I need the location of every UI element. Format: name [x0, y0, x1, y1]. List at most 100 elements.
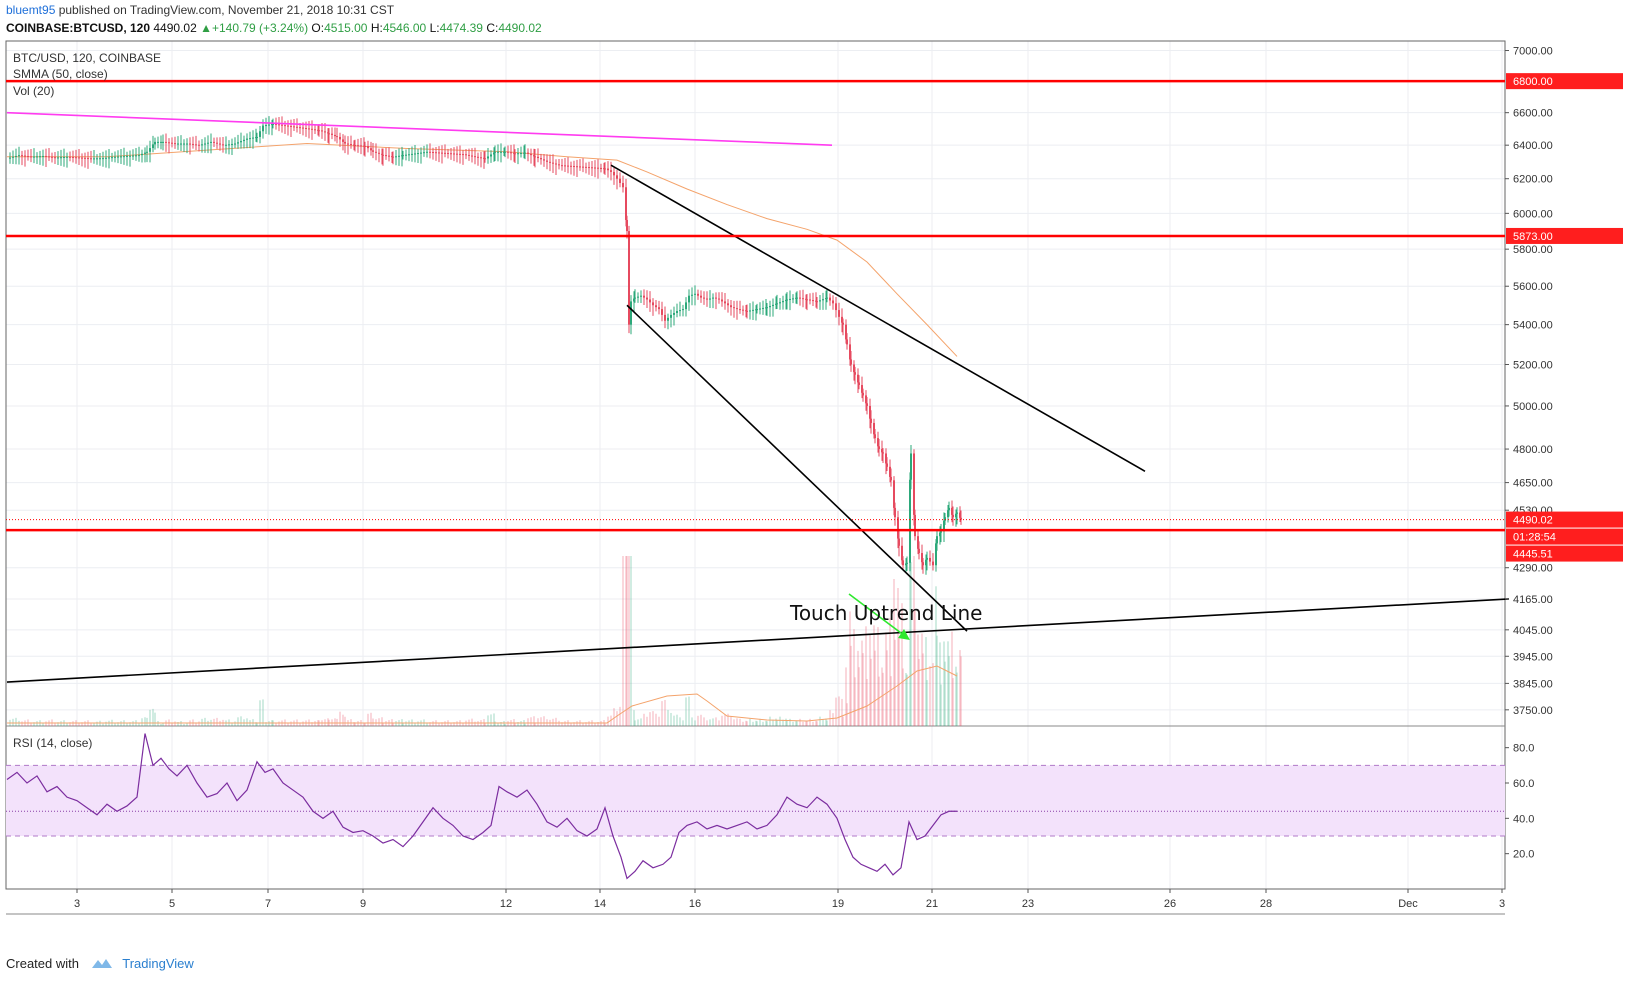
candle-body — [311, 128, 313, 130]
volume-bar — [715, 717, 717, 726]
symbol-ohlc-bar: COINBASE:BTCUSD, 120 4490.02 ▲+140.79 (+… — [6, 21, 542, 37]
volume-bar — [854, 677, 856, 726]
candle-body — [846, 339, 848, 345]
candle-body — [520, 152, 522, 154]
low-value: 4474.39 — [439, 21, 483, 35]
volume-bar — [96, 721, 98, 726]
volume-bar — [493, 713, 495, 726]
candle-body — [952, 514, 954, 518]
candle-body — [727, 303, 729, 306]
candle-body — [213, 141, 215, 143]
volume-bar — [842, 716, 844, 726]
candle-body — [378, 152, 380, 154]
candle-body — [749, 310, 751, 312]
volume-bar — [240, 716, 242, 726]
open-label: O: — [311, 21, 325, 35]
candle-body — [117, 156, 119, 158]
candle-body — [483, 157, 485, 159]
candle-body — [897, 517, 899, 539]
volume-bar — [66, 723, 68, 726]
time-tick-label: 23 — [1022, 898, 1034, 910]
candle-body — [527, 152, 529, 154]
open-value: 4515.00 — [324, 21, 368, 35]
annotation-label: Touch Uptrend Line — [789, 601, 982, 625]
volume-bar — [721, 715, 723, 726]
candle-body — [762, 307, 764, 309]
volume-bar — [909, 556, 911, 726]
candle-body — [234, 143, 236, 145]
trendline-channel-upper — [610, 164, 1146, 472]
candle-body — [51, 156, 53, 158]
candle-body — [222, 144, 224, 146]
candle-body — [195, 144, 197, 146]
volume-bar — [925, 637, 927, 726]
rsi-tick-label: 80.0 — [1513, 743, 1534, 755]
volume-bar — [841, 698, 843, 726]
chart-panes — [5, 40, 1506, 915]
trendline-magenta-resistance — [6, 111, 833, 146]
volume-bar — [573, 722, 575, 726]
candle-body — [398, 155, 400, 157]
price-tag-label: 4490.02 — [1513, 515, 1553, 527]
volume-bar — [195, 722, 197, 726]
volume-bar — [117, 722, 119, 726]
candle-body — [865, 395, 867, 404]
candle-body — [854, 372, 856, 375]
candle-body — [423, 152, 425, 154]
candle-body — [649, 299, 651, 303]
candle-body — [477, 156, 479, 158]
volume-bar — [815, 720, 817, 726]
candle-body — [873, 422, 875, 435]
volume-bar — [534, 722, 536, 726]
volume-bar — [877, 627, 879, 726]
volume-bar — [894, 639, 896, 726]
time-tick-label: 5 — [169, 898, 175, 910]
candle-body — [570, 165, 572, 167]
volume-bar — [363, 723, 365, 726]
volume-bar — [932, 663, 934, 726]
candle-body — [655, 305, 657, 308]
candle-body — [816, 301, 818, 303]
candle-body — [524, 152, 526, 154]
candle-body — [835, 303, 837, 311]
volume-bar — [564, 721, 566, 726]
candle-body — [494, 151, 496, 153]
volume-bar — [782, 719, 784, 726]
candle-body — [459, 153, 461, 155]
candle-body — [619, 178, 621, 183]
volume-bar — [664, 699, 666, 726]
symbol-name: COINBASE:BTCUSD, 120 — [6, 21, 151, 35]
price-tag-label: 5873.00 — [1513, 231, 1553, 243]
candle-body — [534, 156, 536, 158]
volume-bar — [146, 717, 148, 726]
candle-body — [395, 156, 397, 158]
candle-body — [69, 156, 71, 158]
volume-bar — [429, 722, 431, 726]
candle-body — [951, 507, 953, 515]
tradingview-link[interactable]: TradingView — [122, 956, 194, 971]
volume-bar — [929, 666, 931, 726]
volume-bar — [765, 720, 767, 726]
candle-body — [324, 131, 326, 133]
candle-body — [347, 143, 349, 145]
candle-body — [15, 155, 17, 157]
candle-body — [956, 512, 958, 514]
candle-body — [207, 142, 209, 144]
candle-body — [670, 314, 672, 318]
username-link[interactable]: bluemt95 — [6, 3, 56, 17]
trendline-long-uptrend — [6, 598, 1510, 683]
candle-body — [832, 300, 834, 304]
volume-bar — [474, 721, 476, 726]
volume-bar — [838, 696, 840, 726]
candle-body — [921, 553, 923, 563]
volume-bar — [494, 721, 496, 726]
candle-body — [278, 124, 280, 126]
volume-bar — [943, 641, 945, 726]
volume-bar — [762, 721, 764, 726]
candle-body — [414, 153, 416, 155]
time-tick-label: 3 — [1499, 898, 1505, 910]
candle-body — [510, 152, 512, 154]
volume-bar — [812, 721, 814, 726]
volume-bar — [766, 721, 768, 726]
